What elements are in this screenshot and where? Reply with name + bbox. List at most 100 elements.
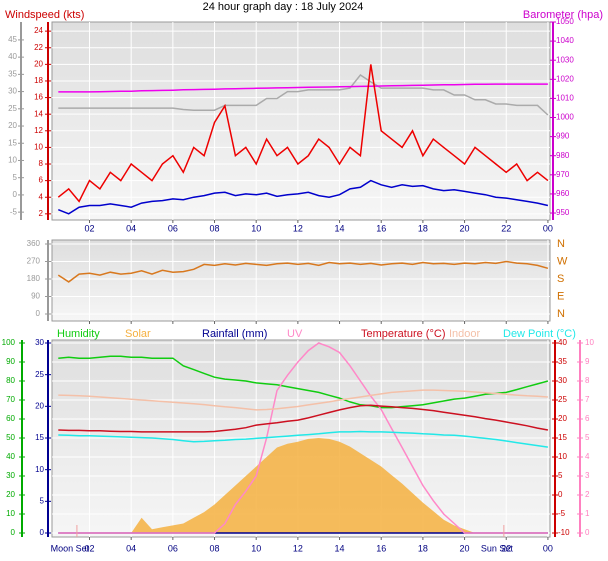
plot-area <box>51 21 551 221</box>
y-tick-label: 22 <box>34 43 43 52</box>
y-tick-label: 15 <box>558 433 567 442</box>
x-tick-label: 10 <box>251 223 261 233</box>
y-tick-label: 1010 <box>556 94 574 103</box>
series-line <box>58 355 549 409</box>
y-tick-label: 3 <box>585 471 590 480</box>
y-tick-label: 10 <box>558 452 567 461</box>
y-tick-label: 45 <box>8 35 17 44</box>
y-tick-label: 30 <box>558 376 567 385</box>
y-tick-label: 6 <box>39 176 44 185</box>
y-tick-label: 25 <box>8 104 17 113</box>
x-tick-label: 16 <box>376 543 386 553</box>
legend-label: Temperature (°C) <box>361 328 445 340</box>
series-line <box>58 179 549 215</box>
y-tick-label: 5 <box>40 496 45 505</box>
y-tick-label: 960 <box>556 189 570 198</box>
y-tick-label: 980 <box>556 151 570 160</box>
y-tick-label: 990 <box>556 132 570 141</box>
x-tick-label: 06 <box>168 223 178 233</box>
y-tick-label: 40 <box>8 52 17 61</box>
y-tick-label: 4 <box>39 192 44 201</box>
y-tick-label: E <box>557 290 564 302</box>
y-tick-label: 35 <box>558 357 567 366</box>
y-tick-label: 950 <box>556 208 570 217</box>
event-label: Sun Set <box>481 543 514 553</box>
y-tick-label: 25 <box>558 395 567 404</box>
y-tick-label: 40 <box>6 452 15 461</box>
series-line <box>58 73 549 116</box>
x-tick-label: 04 <box>126 543 136 553</box>
x-tick-label: 00 <box>543 543 553 553</box>
series-line <box>58 430 549 448</box>
plot-area <box>51 239 551 322</box>
x-tick-label: 06 <box>168 543 178 553</box>
y-tick-label: 0 <box>13 190 18 199</box>
y-tick-label: 20 <box>8 121 17 130</box>
y-tick-label: 8 <box>39 159 44 168</box>
y-tick-label: 970 <box>556 170 570 179</box>
series-line <box>58 342 548 534</box>
x-tick-label: 02 <box>84 223 94 233</box>
series-line <box>58 83 548 93</box>
y-tick-label: 20 <box>558 414 567 423</box>
y-tick-label: 18 <box>34 76 43 85</box>
chart-title: 24 hour graph day : 18 July 2024 <box>203 1 364 13</box>
legend-label: Solar <box>125 328 151 340</box>
x-tick-label: 22 <box>501 223 511 233</box>
y-tick-label: -5 <box>10 207 18 216</box>
y-tick-label: 5 <box>585 433 590 442</box>
y-tick-label: 1 <box>585 509 590 518</box>
series-line <box>57 64 549 203</box>
x-tick-label: 02 <box>84 543 94 553</box>
x-tick-label: 20 <box>460 223 470 233</box>
legend-label: Dew Point (°C) <box>503 328 576 340</box>
y-tick-label: 270 <box>27 257 41 266</box>
y-tick-label: 20 <box>6 490 15 499</box>
y-tick-label: 6 <box>585 414 590 423</box>
y-tick-label: 10 <box>35 465 44 474</box>
event-label: Moon Set <box>51 543 90 553</box>
y-tick-label: 1000 <box>556 113 574 122</box>
y-tick-label: 20 <box>34 59 43 68</box>
y-tick-label: 10 <box>6 509 15 518</box>
x-tick-label: 10 <box>251 543 261 553</box>
y-tick-label: 35 <box>8 69 17 78</box>
legend-label: Indoor <box>449 328 481 340</box>
y-tick-label: 0 <box>11 528 16 537</box>
legend-label: Humidity <box>57 328 100 340</box>
y-tick-label: 1030 <box>556 55 574 64</box>
y-tick-label: 8 <box>585 376 590 385</box>
x-tick-label: 18 <box>418 223 428 233</box>
y-tick-label: 10 <box>8 156 17 165</box>
y-tick-label: 20 <box>35 401 44 410</box>
y-tick-label: 1020 <box>556 74 574 83</box>
x-tick-label: 12 <box>293 223 303 233</box>
x-tick-label: 08 <box>210 223 220 233</box>
y-tick-label: 0 <box>558 490 563 499</box>
series-line <box>57 260 549 283</box>
legend-label: Rainfall (mm) <box>202 328 267 340</box>
y-tick-label: 0 <box>585 528 590 537</box>
y-tick-label: 14 <box>34 109 43 118</box>
y-tick-label: 1050 <box>556 17 574 26</box>
x-tick-label: 22 <box>501 543 511 553</box>
y-tick-label: 360 <box>27 239 41 248</box>
y-tick-label: 15 <box>35 433 44 442</box>
x-tick-label: 14 <box>335 223 345 233</box>
y-tick-label: 1040 <box>556 36 574 45</box>
y-tick-label: 15 <box>8 138 17 147</box>
y-tick-label: 100 <box>2 338 16 347</box>
series-area <box>58 438 548 533</box>
series-line <box>58 404 549 433</box>
y-tick-label: N <box>557 238 565 250</box>
y-tick-label: N <box>557 308 565 320</box>
y-tick-label: 0 <box>40 528 45 537</box>
y-tick-label: 90 <box>6 357 15 366</box>
y-tick-label: 70 <box>6 395 15 404</box>
x-tick-label: 20 <box>460 543 470 553</box>
y-tick-label: 90 <box>31 292 40 301</box>
y-tick-label: 180 <box>27 274 41 283</box>
y-tick-label: 7 <box>585 395 590 404</box>
x-tick-label: 16 <box>376 223 386 233</box>
